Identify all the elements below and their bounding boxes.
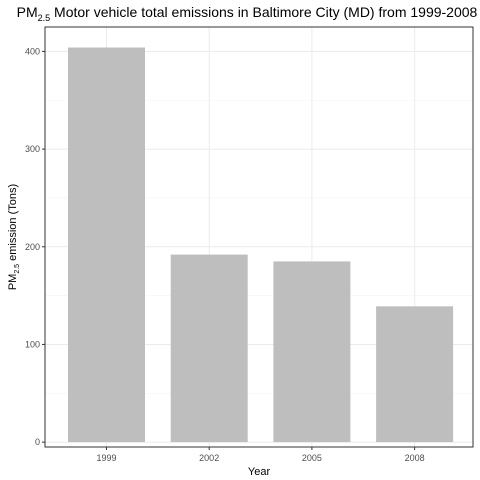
bar-2005 bbox=[273, 261, 351, 443]
panel-border bbox=[44, 26, 474, 448]
y-axis-title: PM2.5 emission (Tons) bbox=[7, 184, 21, 290]
y-tick-label: 0 bbox=[35, 437, 40, 447]
x-tick-label: 2008 bbox=[405, 453, 425, 463]
chart-title-suffix: Motor vehicle total emissions in Baltimo… bbox=[50, 4, 477, 20]
y-tick-label: 400 bbox=[25, 46, 40, 56]
x-axis: 1999 2002 2005 2008 bbox=[96, 447, 425, 463]
x-axis-title: Year bbox=[248, 466, 271, 478]
y-axis-title-prefix: PM bbox=[7, 274, 19, 291]
x-tick-label: 2002 bbox=[199, 453, 219, 463]
chart-title-prefix: PM bbox=[17, 4, 38, 20]
y-tick-label: 100 bbox=[25, 339, 40, 349]
bar-1999 bbox=[68, 47, 145, 443]
chart-title: PM2.5 Motor vehicle total emissions in B… bbox=[17, 4, 478, 23]
y-tick-label: 300 bbox=[25, 144, 40, 154]
x-tick-label: 2005 bbox=[302, 453, 322, 463]
y-axis: 0 100 200 300 400 bbox=[25, 46, 45, 447]
bar-2008 bbox=[376, 306, 454, 443]
y-axis-title-suffix: emission (Tons) bbox=[7, 184, 19, 264]
x-tick-label: 1999 bbox=[96, 453, 116, 463]
bar-2002 bbox=[170, 254, 248, 443]
bars bbox=[68, 47, 454, 443]
chart-title-subscript: 2.5 bbox=[38, 13, 51, 23]
y-tick-label: 200 bbox=[25, 242, 40, 252]
y-axis-title-subscript: 2.5 bbox=[14, 264, 21, 274]
